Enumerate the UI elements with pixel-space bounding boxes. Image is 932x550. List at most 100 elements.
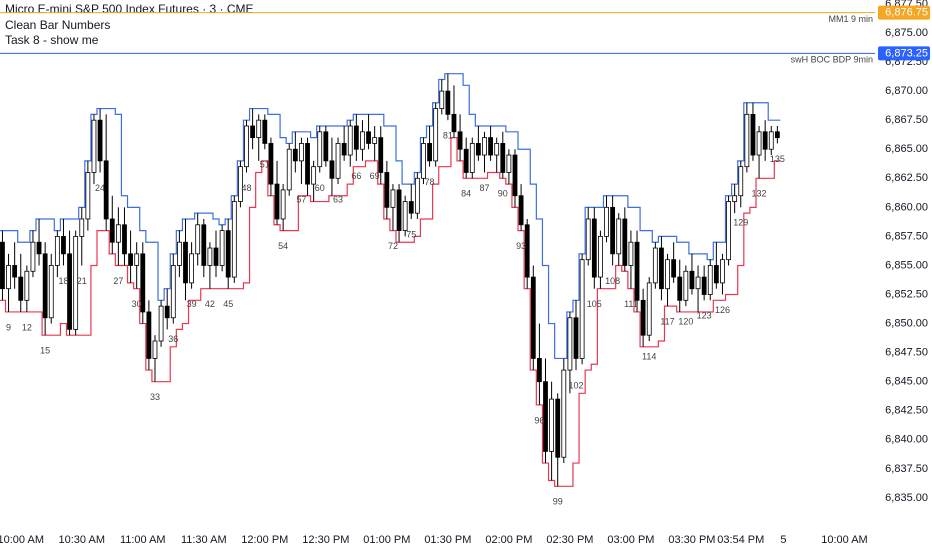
candle-body xyxy=(512,154,518,197)
x-tick-label: 10:00 AM xyxy=(821,534,867,546)
candle-body xyxy=(488,137,493,156)
y-tick-label: 6,835.00 xyxy=(885,492,928,504)
candle-body xyxy=(244,125,249,168)
price-badge-label: 6,873.25 xyxy=(885,47,928,59)
bar-number: 57 xyxy=(296,194,306,204)
bar-number: 21 xyxy=(77,276,87,286)
candle-body xyxy=(189,253,194,284)
indicator-name: Clean Bar Numbers xyxy=(5,18,110,32)
candle-body xyxy=(24,270,30,301)
y-tick-label: 6,862.50 xyxy=(885,172,928,184)
candle-body xyxy=(396,189,402,231)
bar-number: 54 xyxy=(278,241,288,251)
x-tick-label: 5 xyxy=(780,534,786,546)
candle-body xyxy=(665,259,670,290)
y-tick-label: 6,852.50 xyxy=(885,288,928,300)
candle-body xyxy=(640,299,646,336)
bar-number: 60 xyxy=(315,183,325,193)
candle-body xyxy=(518,195,524,226)
candle-body xyxy=(109,218,115,243)
candle-body xyxy=(543,381,548,452)
candle-body xyxy=(164,305,170,319)
candle-body xyxy=(610,206,616,255)
x-tick-label: 11:30 AM xyxy=(181,534,227,546)
candle-body xyxy=(134,253,140,266)
y-tick-label: 6,860.00 xyxy=(885,201,928,213)
candle-body xyxy=(427,143,432,162)
candle-body xyxy=(634,241,640,301)
candle-body xyxy=(372,137,378,144)
chart-title: Micro E-mini S&P 500 Index Futures · 3 ·… xyxy=(5,2,254,16)
candle-body xyxy=(402,201,408,231)
candle-body xyxy=(158,305,164,342)
candle-body xyxy=(286,148,292,191)
candle-body xyxy=(195,224,201,255)
candle-body xyxy=(530,276,536,359)
bar-number: 129 xyxy=(733,218,748,228)
bar-number: 93 xyxy=(516,241,526,251)
bar-number: 96 xyxy=(534,415,544,425)
candle-body xyxy=(103,160,109,220)
x-tick-label: 10:00 AM xyxy=(0,534,44,546)
candle-body xyxy=(598,236,603,278)
candle-body xyxy=(695,276,701,290)
candle-body xyxy=(689,270,695,290)
candle-body xyxy=(238,166,243,202)
candle-body xyxy=(475,143,481,156)
candle-body xyxy=(12,265,18,278)
lower-band xyxy=(0,137,781,487)
candle-body xyxy=(659,247,664,290)
candle-body xyxy=(61,236,66,255)
candle-body xyxy=(524,224,530,278)
x-tick-label: 03:30 PM xyxy=(668,534,715,546)
bar-number: 27 xyxy=(113,276,123,286)
candle-body xyxy=(225,230,231,278)
annotation: Task 8 - show me xyxy=(5,33,99,47)
candle-body xyxy=(591,218,597,278)
candle-body xyxy=(451,113,457,133)
level-name: swH BOC BDP 9min xyxy=(791,55,873,65)
candle-body xyxy=(579,259,585,359)
candle-body xyxy=(115,224,121,243)
bar-number: 84 xyxy=(461,189,471,199)
candle-body xyxy=(152,340,158,359)
x-tick-label: 03:00 PM xyxy=(607,534,654,546)
candle-body xyxy=(360,131,365,150)
price-badge xyxy=(878,46,930,61)
y-tick-label: 6,872.50 xyxy=(885,56,928,68)
candle-body xyxy=(54,236,60,266)
bar-number: 75 xyxy=(406,229,416,239)
x-tick-label: 02:30 PM xyxy=(546,534,593,546)
candle-body xyxy=(250,125,256,139)
candle-body xyxy=(305,143,310,185)
candle-body xyxy=(256,119,262,139)
candle-body xyxy=(390,189,396,208)
y-tick-label: 6,837.50 xyxy=(885,463,928,475)
candle-body xyxy=(219,230,225,266)
candle-body xyxy=(67,253,72,330)
bar-number: 114 xyxy=(642,351,656,361)
price-badge-label: 6,876.75 xyxy=(885,7,928,19)
candle-body xyxy=(768,131,774,150)
candle-body xyxy=(231,201,237,278)
candle-body xyxy=(268,143,274,185)
candle-body xyxy=(506,154,512,173)
candle-body xyxy=(713,265,719,284)
candle-body xyxy=(347,125,353,156)
bar-number: 24 xyxy=(95,183,105,193)
candle-body xyxy=(732,195,738,202)
candle-body xyxy=(42,253,48,319)
price-badge xyxy=(878,5,930,20)
candle-body xyxy=(0,241,5,290)
candle-body xyxy=(433,108,439,162)
candle-body xyxy=(292,148,298,162)
candle-body xyxy=(183,241,188,284)
candle-body xyxy=(750,113,756,156)
candle-body xyxy=(726,201,731,261)
bar-number: 30 xyxy=(132,299,142,309)
candle-body xyxy=(414,177,420,214)
candle-body xyxy=(445,90,451,115)
x-tick-label: 12:30 PM xyxy=(302,534,349,546)
y-tick-label: 6,870.00 xyxy=(885,85,928,97)
